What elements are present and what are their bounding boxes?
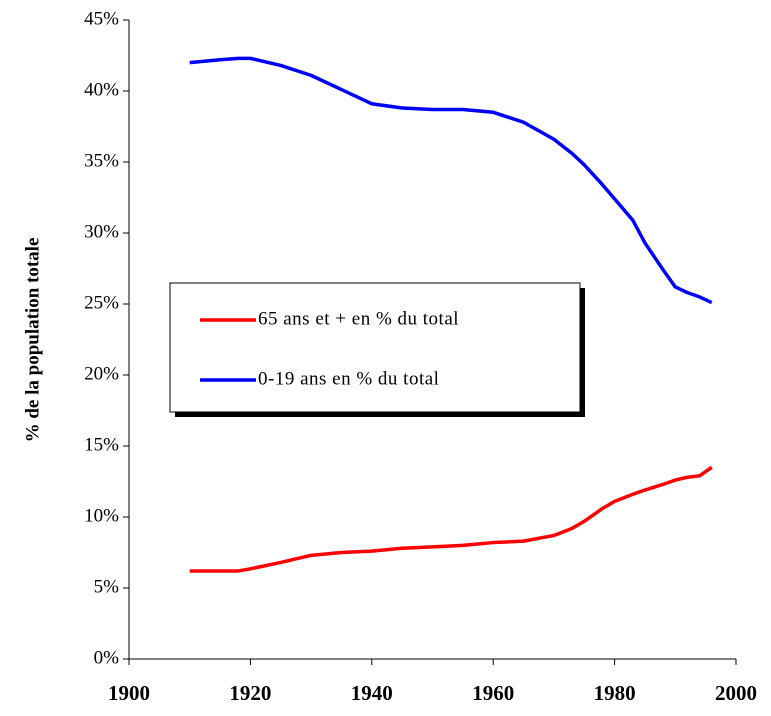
y-tick-label: 10% (84, 505, 119, 526)
y-tick-label: 35% (84, 150, 119, 171)
y-tick-label: 40% (84, 79, 119, 100)
legend (169, 282, 581, 413)
x-tick-label: 1920 (229, 681, 271, 705)
line-series (189, 56, 713, 305)
y-axis-label: % de la population totale (22, 238, 43, 443)
x-tick-label: 1940 (351, 681, 393, 705)
y-tick-label: 20% (84, 363, 119, 384)
y-tick-label: 5% (94, 576, 120, 597)
line-series (189, 465, 713, 573)
legend-label: 65 ans et + en % du total (258, 308, 459, 329)
legend-label: 0-19 ans en % du total (258, 368, 439, 389)
y-tick-label: 30% (84, 221, 119, 242)
x-tick-label: 1900 (108, 681, 150, 705)
x-tick-label: 1980 (594, 681, 636, 705)
x-tick-label: 2000 (715, 681, 757, 705)
y-tick-label: 0% (94, 647, 120, 668)
x-tick-label: 1960 (472, 681, 514, 705)
y-tick-label: 25% (84, 292, 119, 313)
y-tick-label: 45% (84, 8, 119, 29)
y-tick-label: 15% (84, 434, 119, 455)
